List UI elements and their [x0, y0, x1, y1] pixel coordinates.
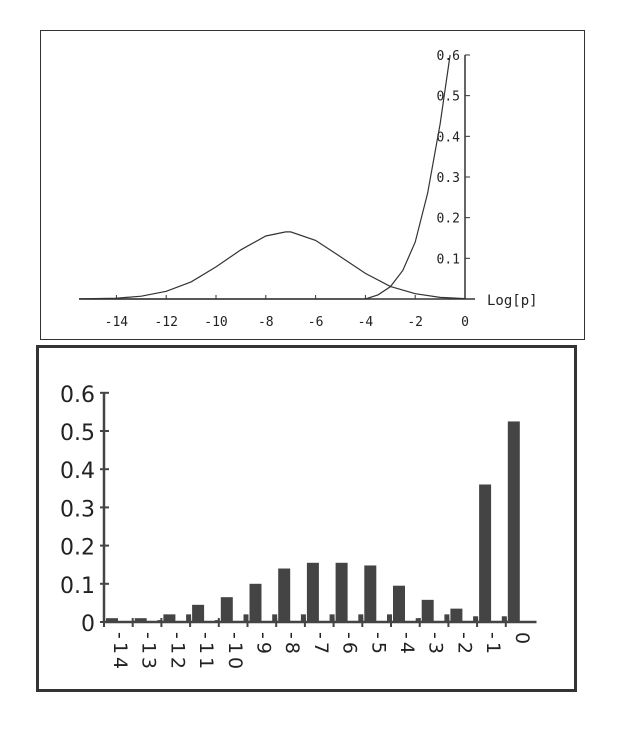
- bar: [507, 421, 520, 622]
- bar: [249, 583, 262, 622]
- bar: [393, 585, 405, 622]
- y-tick-label: 0.2: [60, 536, 95, 561]
- y-tick-label: 0: [81, 612, 95, 637]
- y-tick-label: 0.5: [60, 421, 95, 446]
- bar-secondary: [214, 620, 220, 622]
- x-tick-label: -2: [453, 632, 475, 657]
- bar-secondary: [329, 614, 335, 622]
- x-tick-label: -4: [358, 315, 374, 330]
- x-tick-label: -8: [281, 632, 303, 657]
- bar: [450, 608, 463, 622]
- y-tick-label: 0.5: [437, 90, 460, 105]
- bar-secondary: [358, 614, 364, 622]
- x-tick-label: -14: [105, 315, 129, 330]
- x-tick-label: -10: [204, 315, 227, 330]
- bar-secondary: [387, 614, 392, 622]
- x-tick-label: -7: [310, 632, 332, 657]
- bar-secondary: [186, 614, 192, 622]
- bar: [163, 614, 176, 622]
- y-tick-label: 0.4: [437, 130, 461, 145]
- x-tick-label: -6: [339, 632, 361, 657]
- y-tick-label: 0.2: [437, 212, 460, 227]
- bar-chart-frame: [36, 345, 577, 692]
- y-tick-label: 0.6: [437, 49, 460, 64]
- bar-secondary: [501, 616, 507, 622]
- bar: [220, 597, 233, 622]
- x-tick-label: -9: [253, 632, 275, 657]
- y-tick-label: 0.3: [60, 497, 95, 522]
- x-tick-label: -14: [109, 632, 131, 672]
- bar-secondary: [444, 614, 450, 622]
- x-axis-label: Log[p]: [487, 293, 538, 309]
- bar-secondary: [243, 614, 249, 622]
- y-tick-label: 0.1: [60, 574, 95, 599]
- bar: [335, 562, 348, 622]
- bar: [421, 599, 434, 622]
- bar: [364, 565, 377, 622]
- x-tick-label: -8: [258, 315, 274, 330]
- y-tick-label: 0.6: [60, 383, 95, 408]
- bar-secondary: [157, 620, 163, 622]
- bar-secondary: [300, 614, 306, 622]
- line-chart-frame: [40, 30, 585, 340]
- x-tick-label: -2: [407, 315, 423, 330]
- y-tick-label: 0.4: [60, 459, 95, 484]
- x-tick-label: -12: [154, 315, 177, 330]
- y-tick-label: 0.1: [437, 252, 460, 267]
- y-tick-label: 0.3: [437, 171, 460, 186]
- x-tick-label: -12: [166, 632, 188, 672]
- bar: [192, 604, 205, 622]
- bar: [278, 568, 291, 622]
- bar: [306, 562, 319, 622]
- bar: [106, 618, 118, 622]
- x-tick-label: -13: [138, 632, 160, 672]
- x-tick-label: -3: [425, 632, 447, 657]
- bar: [479, 484, 492, 622]
- x-tick-label: -10: [224, 632, 246, 672]
- bar-secondary: [473, 616, 479, 622]
- x-tick-label: 0: [461, 315, 469, 330]
- bar: [134, 618, 147, 622]
- x-tick-label: 0: [511, 632, 533, 647]
- x-tick-label: -6: [308, 315, 324, 330]
- x-tick-label: -1: [482, 632, 504, 657]
- bar-secondary: [415, 618, 421, 622]
- x-tick-label: -11: [195, 632, 217, 672]
- series-line-1: [79, 231, 466, 300]
- bar-secondary: [272, 614, 278, 622]
- series-line-2: [79, 54, 451, 300]
- x-tick-label: -4: [396, 632, 418, 657]
- x-tick-label: -5: [367, 632, 389, 657]
